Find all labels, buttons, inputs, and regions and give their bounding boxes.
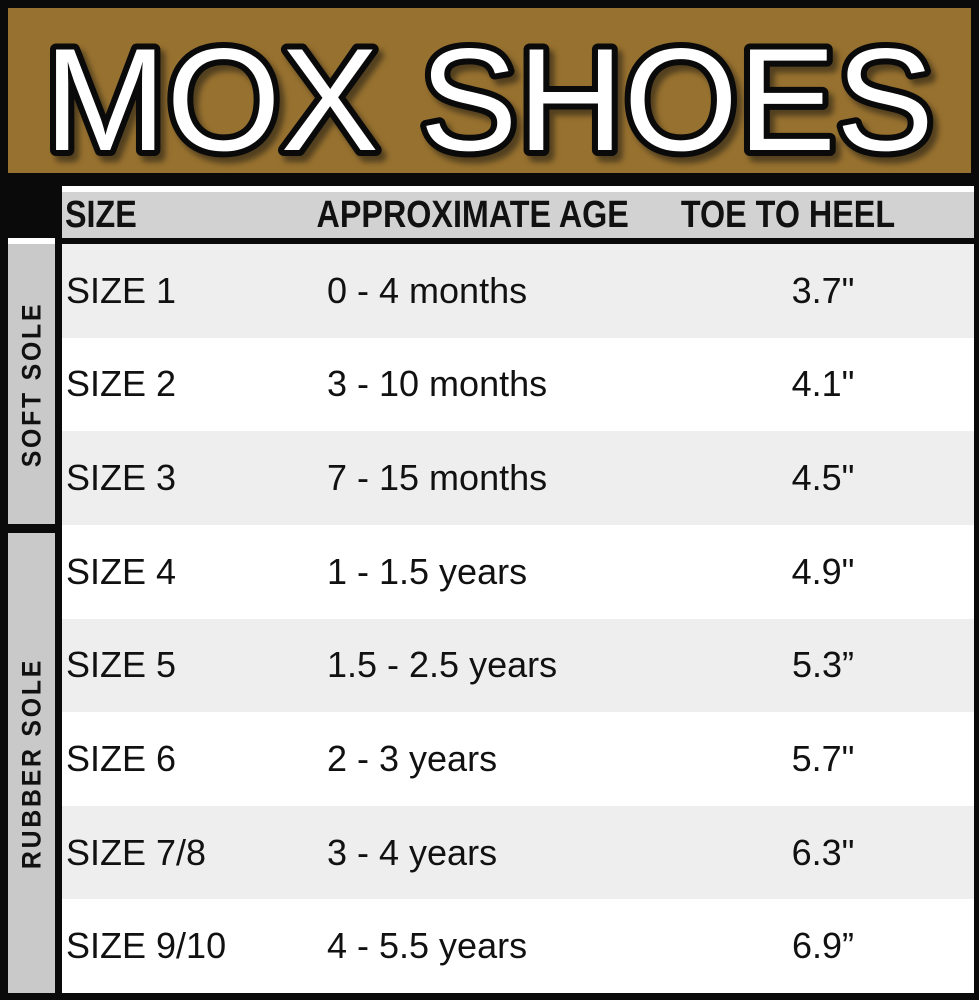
soft-sole-label: SOFT SOLE bbox=[16, 301, 47, 467]
toe-to-heel-cell: 4.5" bbox=[791, 457, 855, 499]
right-frame-border bbox=[974, 186, 979, 1000]
table-row: SIZE 1 0 - 4 months 3.7" bbox=[62, 244, 974, 338]
age-cell: 3 - 4 years bbox=[327, 831, 498, 873]
size-cell: SIZE 9/10 bbox=[66, 925, 227, 967]
age-cell: 1 - 1.5 years bbox=[327, 550, 528, 592]
table-row: SIZE 7/8 3 - 4 years 6.3" bbox=[62, 805, 974, 900]
age-cell: 1.5 - 2.5 years bbox=[327, 644, 558, 686]
size-cell: SIZE 7/8 bbox=[66, 831, 207, 873]
sidebar-group-soft-sole: SOFT SOLE bbox=[8, 244, 55, 524]
table-body: SIZE 1 0 - 4 months 3.7" SIZE 2 3 - 10 m… bbox=[62, 244, 974, 993]
table-row: SIZE 2 3 - 10 months 4.1" bbox=[62, 337, 974, 432]
table-header-row: SIZE APPROXIMATE AGE TOE TO HEEL bbox=[62, 192, 974, 238]
size-cell: SIZE 2 bbox=[66, 363, 177, 405]
age-cell: 0 - 4 months bbox=[327, 269, 528, 311]
toe-to-heel-cell: 6.3" bbox=[791, 831, 855, 873]
banner-title-graphic: MOX SHOES bbox=[38, 12, 940, 186]
banner-title: MOX SHOES bbox=[44, 18, 934, 181]
header-corner-cell bbox=[0, 186, 62, 238]
sidebar-group-divider bbox=[8, 524, 55, 533]
toe-to-heel-cell: 3.7" bbox=[791, 269, 855, 311]
header-size: SIZE bbox=[65, 193, 137, 236]
bottom-frame-border bbox=[0, 993, 979, 1000]
age-cell: 4 - 5.5 years bbox=[327, 925, 528, 967]
size-cell: SIZE 6 bbox=[66, 737, 177, 779]
sidebar-right-border bbox=[55, 192, 62, 1000]
table-row: SIZE 3 7 - 15 months 4.5" bbox=[62, 431, 974, 525]
header-underline bbox=[62, 238, 974, 244]
header-toe-to-heel: TOE TO HEEL bbox=[680, 193, 896, 236]
age-cell: 7 - 15 months bbox=[327, 457, 548, 499]
header-approximate-age: APPROXIMATE AGE bbox=[316, 193, 629, 236]
size-cell: SIZE 5 bbox=[66, 644, 177, 686]
table-row: SIZE 5 1.5 - 2.5 years 5.3” bbox=[62, 618, 974, 713]
toe-to-heel-cell: 5.7" bbox=[791, 737, 855, 779]
left-frame-border bbox=[0, 186, 8, 1000]
toe-to-heel-cell: 4.9" bbox=[791, 550, 855, 592]
banner: MOX SHOES bbox=[0, 0, 979, 186]
size-cell: SIZE 4 bbox=[66, 550, 177, 592]
toe-to-heel-cell: 4.1" bbox=[791, 363, 855, 405]
table-row: SIZE 9/10 4 - 5.5 years 6.9” bbox=[62, 899, 974, 993]
size-cell: SIZE 3 bbox=[66, 457, 177, 499]
toe-to-heel-cell: 5.3” bbox=[791, 644, 855, 686]
table-row: SIZE 6 2 - 3 years 5.7" bbox=[62, 712, 974, 806]
toe-to-heel-cell: 6.9” bbox=[791, 925, 855, 967]
table-row: SIZE 4 1 - 1.5 years 4.9" bbox=[62, 524, 974, 619]
banner-background bbox=[8, 8, 971, 173]
rubber-sole-label: RUBBER SOLE bbox=[16, 657, 47, 869]
age-cell: 2 - 3 years bbox=[327, 737, 498, 779]
sidebar-group-rubber-sole: RUBBER SOLE bbox=[8, 533, 55, 993]
age-cell: 3 - 10 months bbox=[327, 363, 548, 405]
size-cell: SIZE 1 bbox=[66, 269, 177, 311]
